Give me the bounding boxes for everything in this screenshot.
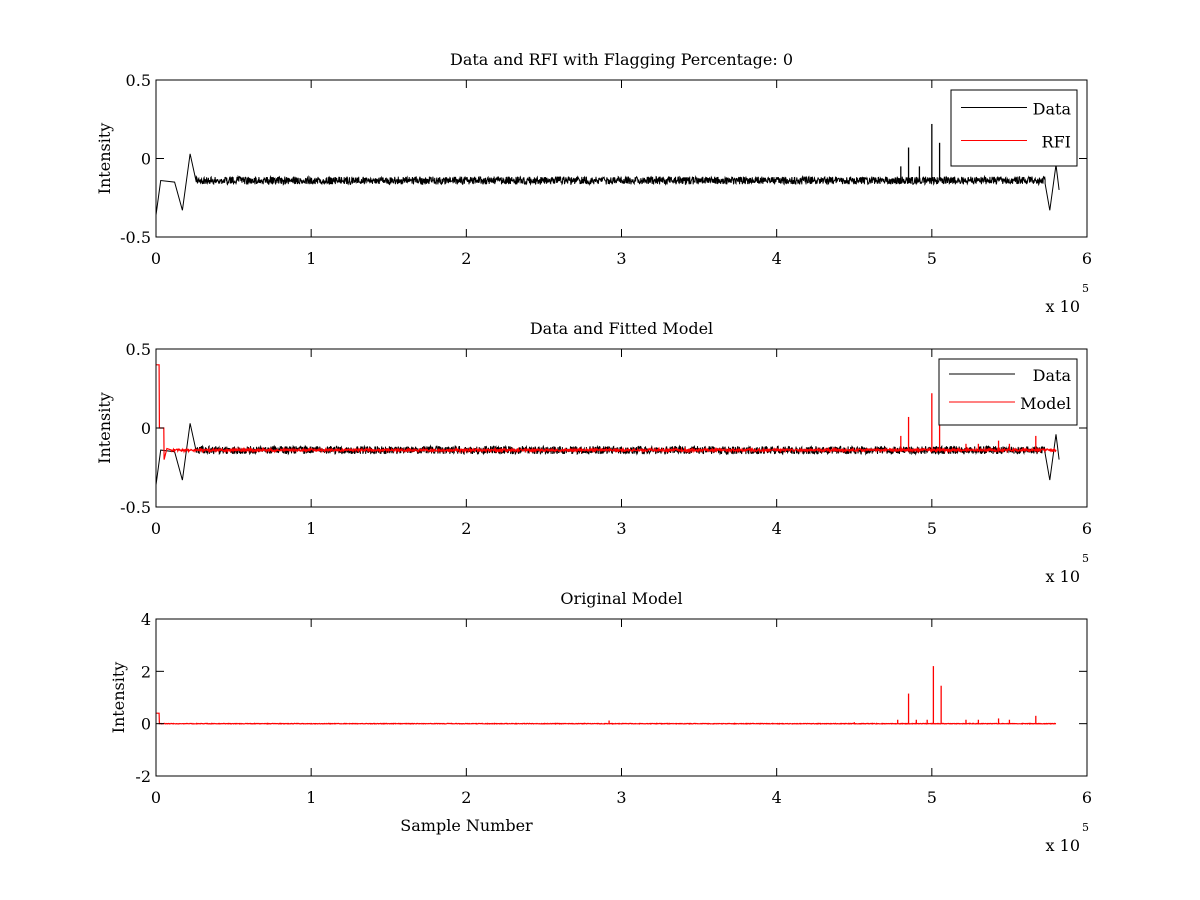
x-tick-label: 0: [151, 519, 161, 538]
x-tick-label: 0: [151, 788, 161, 807]
x-tick-label: 1: [306, 519, 316, 538]
x-tick-label: 5: [927, 788, 937, 807]
x-tick-label: 0: [151, 249, 161, 268]
x-axis-label: Sample Number: [400, 816, 533, 835]
x-tick-label: 3: [616, 519, 626, 538]
x-tick-label: 6: [1082, 519, 1092, 538]
y-tick-label: -0.5: [120, 228, 151, 247]
axes-box: [155, 79, 1088, 238]
y-tick-label: 0.5: [126, 71, 151, 90]
x-tick-label: 6: [1082, 249, 1092, 268]
x-tick-label: 3: [616, 788, 626, 807]
legend-label-data: Data: [1033, 100, 1072, 119]
y-axis-label: Intensity: [95, 123, 114, 195]
x-multiplier-exponent: 5: [1082, 552, 1089, 565]
series-line-model: [156, 712, 1057, 725]
y-axis-label: Intensity: [109, 662, 128, 734]
legend: Data Model: [938, 358, 1078, 426]
legend-label-model: Model: [1020, 394, 1071, 413]
panel-1: Data and RFI with Flagging Percentage: 0…: [95, 50, 1092, 316]
y-axis-label: Intensity: [95, 392, 114, 464]
x-tick-label: 4: [772, 788, 782, 807]
legend: Data RFI: [950, 89, 1078, 167]
series-line-data: [156, 423, 1060, 485]
x-multiplier-exponent: 5: [1082, 821, 1089, 834]
x-tick-label: 4: [772, 249, 782, 268]
x-multiplier: x 10: [1046, 297, 1080, 316]
y-tick-label: 0: [141, 715, 151, 734]
y-tick-label: -2: [135, 767, 151, 786]
legend-box: [950, 89, 1078, 167]
x-tick-label: 5: [927, 249, 937, 268]
chart-title: Data and RFI with Flagging Percentage: 0: [450, 50, 793, 69]
series-line-model: [156, 364, 1057, 460]
legend-box: [938, 358, 1078, 426]
x-tick-label: 3: [616, 249, 626, 268]
x-tick-label: 2: [461, 249, 471, 268]
x-multiplier: x 10: [1046, 836, 1080, 855]
y-tick-label: -0.5: [120, 498, 151, 517]
chart-title: Data and Fitted Model: [530, 319, 713, 338]
y-tick-label: 4: [141, 610, 151, 629]
x-tick-label: 2: [461, 788, 471, 807]
y-tick-label: 0: [141, 419, 151, 438]
x-tick-label: 1: [306, 788, 316, 807]
x-multiplier-exponent: 5: [1082, 282, 1089, 295]
x-tick-label: 4: [772, 519, 782, 538]
y-tick-label: 0.5: [126, 340, 151, 359]
x-tick-label: 2: [461, 519, 471, 538]
x-multiplier: x 10: [1046, 567, 1080, 586]
legend-label-rfi: RFI: [1042, 133, 1071, 152]
series-line-data: [156, 153, 1060, 216]
chart-title: Original Model: [560, 589, 682, 608]
axes-box: [155, 618, 1088, 777]
x-tick-label: 5: [927, 519, 937, 538]
x-tick-label: 1: [306, 249, 316, 268]
x-tick-label: 6: [1082, 788, 1092, 807]
y-tick-label: 2: [141, 662, 151, 681]
legend-label-data: Data: [1033, 366, 1072, 385]
y-tick-label: 0: [141, 150, 151, 169]
